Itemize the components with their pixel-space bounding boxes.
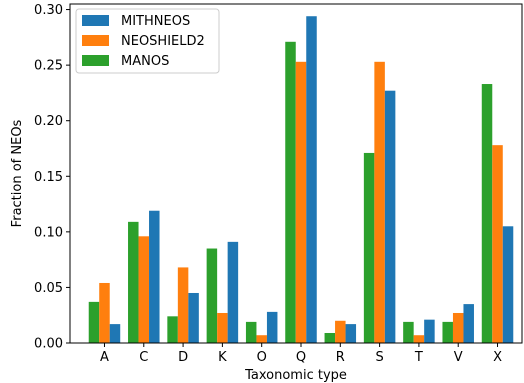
bar-manos-c: [128, 221, 139, 343]
bar-neoshield2-o: [256, 335, 267, 343]
bar-mithneos-d: [188, 292, 199, 343]
x-tick-label: C: [139, 350, 148, 365]
bar-manos-q: [285, 41, 296, 344]
bar-mithneos-q: [306, 16, 317, 344]
y-tick-label: 0.30: [34, 3, 63, 18]
x-tick-label: O: [257, 350, 267, 365]
bar-mithneos-a: [109, 324, 121, 343]
bar-manos-d: [167, 316, 178, 343]
x-tick-label: R: [336, 350, 345, 365]
bar-mithneos-o: [266, 311, 278, 343]
bar-neoshield2-s: [374, 61, 385, 343]
bar-manos-v: [442, 321, 453, 343]
bar-mithneos-x: [502, 226, 514, 343]
y-tick-label: 0.15: [34, 170, 63, 185]
bar-neoshield2-t: [413, 335, 425, 343]
bar-mithneos-c: [149, 210, 160, 343]
bar-neoshield2-c: [138, 236, 150, 343]
x-tick-label: V: [454, 350, 463, 365]
bar-mithneos-t: [424, 319, 435, 343]
x-tick-label: K: [218, 350, 227, 365]
bar-mithneos-v: [463, 304, 474, 343]
y-tick-label: 0.20: [34, 114, 63, 129]
legend-label-neoshield2: NEOSHIELD2: [121, 34, 205, 49]
bar-manos-t: [403, 321, 414, 343]
bar-mithneos-s: [384, 90, 396, 343]
x-tick-label: A: [100, 350, 109, 365]
bar-manos-r: [324, 332, 336, 343]
x-tick-label: S: [375, 350, 383, 365]
bar-neoshield2-x: [492, 145, 503, 343]
y-tick-label: 0.10: [34, 225, 63, 240]
y-tick-label: 0.05: [34, 281, 63, 296]
x-axis-label: Taxonomic type: [244, 368, 347, 383]
legend-label-manos: MANOS: [121, 54, 169, 69]
bar-manos-k: [206, 248, 218, 343]
bar-manos-a: [88, 301, 100, 343]
x-tick-label: T: [414, 350, 423, 365]
y-axis: 0.00 0.05 0.10 0.15 0.20 0.25 0.30: [34, 3, 70, 352]
bar-manos-x: [481, 84, 493, 343]
legend-swatch-mithneos: [82, 15, 109, 26]
y-tick-label: 0.00: [34, 337, 63, 352]
bar-mithneos-r: [345, 324, 357, 343]
bar-manos-s: [363, 152, 375, 343]
y-tick-label: 0.25: [34, 59, 63, 74]
bar-manos-o: [245, 321, 257, 343]
bar-neoshield2-r: [335, 320, 346, 343]
plot-frame: [69, 3, 523, 344]
bar-neoshield2-a: [99, 282, 110, 343]
bar-neoshield2-q: [295, 61, 307, 343]
x-tick-label: D: [178, 350, 188, 365]
bar-neoshield2-d: [177, 267, 189, 343]
legend-swatch-neoshield2: [82, 35, 109, 46]
bars-layer: [88, 16, 514, 344]
legend-box: [75, 8, 220, 74]
legend: MITHNEOS NEOSHIELD2 MANOS: [75, 8, 220, 74]
x-tick-label: X: [493, 350, 502, 365]
legend-swatch-manos: [82, 55, 109, 66]
bar-neoshield2-v: [452, 312, 464, 343]
bar-mithneos-k: [227, 241, 239, 343]
y-axis-label: Fraction of NEOs: [10, 119, 25, 227]
x-tick-label: Q: [296, 350, 306, 365]
legend-label-mithneos: MITHNEOS: [121, 14, 190, 29]
bar-neoshield2-k: [217, 312, 228, 343]
